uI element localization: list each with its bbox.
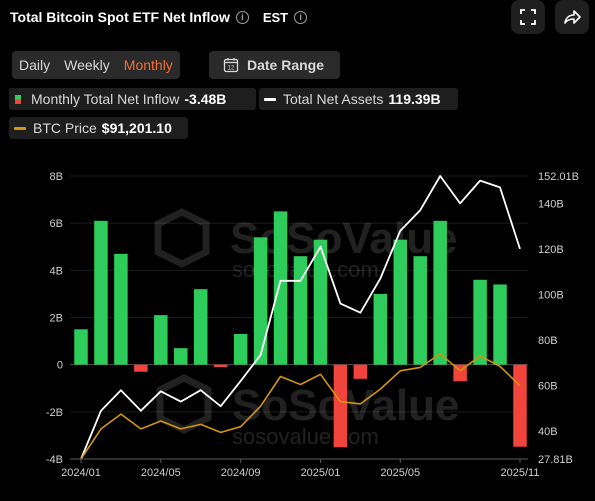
share-icon [564,10,581,24]
left-tick-label: 2B [50,313,63,325]
bar-series [74,211,527,448]
inflow-bar [174,348,188,365]
net-assets-line [80,175,521,460]
inflow-bar [74,329,88,365]
right-tick-label: 80B [538,335,558,347]
x-tick-label: 2025/11 [501,467,540,479]
legend-net-assets-value: 119.39B [388,91,441,107]
x-tick-label: 2024/05 [141,467,181,479]
fullscreen-icon [520,9,536,25]
btc-price-swatch [14,126,26,130]
legend-net-assets[interactable]: Total Net Assets 119.39B [259,88,458,110]
net-inflow-swatch [15,94,21,104]
right-tick-label: 27.81B [538,454,573,466]
timezone-label[interactable]: EST [262,9,289,25]
watermark-brand: SoSoValue [230,214,457,263]
legend-btc-price[interactable]: BTC Price $91,201.10 [9,117,188,139]
x-tick-label: 2025/05 [380,467,420,479]
inflow-bar [134,364,148,372]
right-tick-label: 120B [538,244,564,256]
timezone-info-icon[interactable]: i [294,10,308,24]
axes: 8B 6B 4B 2B 0 -2B -4B 152.01B 140B 120B 100B 80B 60B… [46,171,579,479]
inflow-bar [373,293,388,365]
date-range-label: Date Range [247,57,325,73]
inflow-bar [333,364,348,448]
period-selector: Daily Weekly Monthly [12,51,180,79]
date-range-button[interactable]: 12 Date Range [209,51,340,79]
left-tick-label: 0 [57,360,63,372]
inflow-bar [154,315,168,365]
share-button[interactable] [555,0,589,34]
legend-btc-price-label: BTC Price [33,120,97,136]
watermark-url-2: sosovalue.com [232,424,379,449]
inflow-bar [513,364,527,447]
inflow-bar [193,289,208,365]
inflow-bar [233,334,248,365]
left-tick-label: -4B [46,454,63,466]
calendar-icon: 12 [223,58,239,73]
inflow-bar [213,364,228,368]
left-tick-label: -2B [46,407,63,419]
legend-btc-price-value: $91,201.10 [101,120,172,136]
x-tick-label: 2025/01 [301,467,341,479]
inflow-bar [493,284,507,365]
chart-title: Total Bitcoin Spot ETF Net Inflow [10,9,230,25]
right-tick-label: 100B [538,290,564,302]
inflow-bar [253,237,268,365]
inflow-bar [313,239,328,365]
legend-net-inflow-value: -3.48B [184,91,227,107]
right-tick-label: 152.01B [538,171,579,183]
right-tick-label: 140B [538,198,564,210]
inflow-bar [473,279,487,365]
period-daily[interactable]: Daily [19,57,51,73]
x-tick-label: 2024/09 [221,467,261,479]
left-tick-label: 6B [50,218,63,230]
legend-net-assets-label: Total Net Assets [283,91,384,107]
inflow-bar [94,220,108,365]
info-icon[interactable]: i [235,10,249,24]
inflow-bar [114,253,128,365]
btc-price-line [80,352,521,460]
right-tick-label: 60B [538,381,558,393]
legend-net-inflow[interactable]: Monthly Total Net Inflow -3.48B [9,88,256,110]
left-tick-label: 8B [50,171,63,183]
right-tick-label: 40B [538,426,558,438]
watermark-logo-icon-2 [156,374,212,434]
net-assets-swatch [264,97,276,101]
calendar-day: 12 [228,66,235,72]
fullscreen-button[interactable] [511,0,545,34]
left-tick-label: 4B [50,265,63,277]
inflow-bar [413,256,427,365]
inflow-bar [433,220,447,365]
period-monthly[interactable]: Monthly [123,57,173,73]
legend-net-inflow-label: Monthly Total Net Inflow [31,91,180,107]
inflow-bar [353,364,368,379]
inflow-bar [393,239,408,365]
x-tick-label: 2024/01 [61,467,101,479]
watermark-logo-icon [154,208,210,268]
title-row: Total Bitcoin Spot ETF Net Inflow i EST … [10,7,308,27]
inflow-bar [293,256,308,365]
period-weekly[interactable]: Weekly [64,57,110,73]
inflow-bar [273,211,288,365]
line-series [80,175,521,460]
